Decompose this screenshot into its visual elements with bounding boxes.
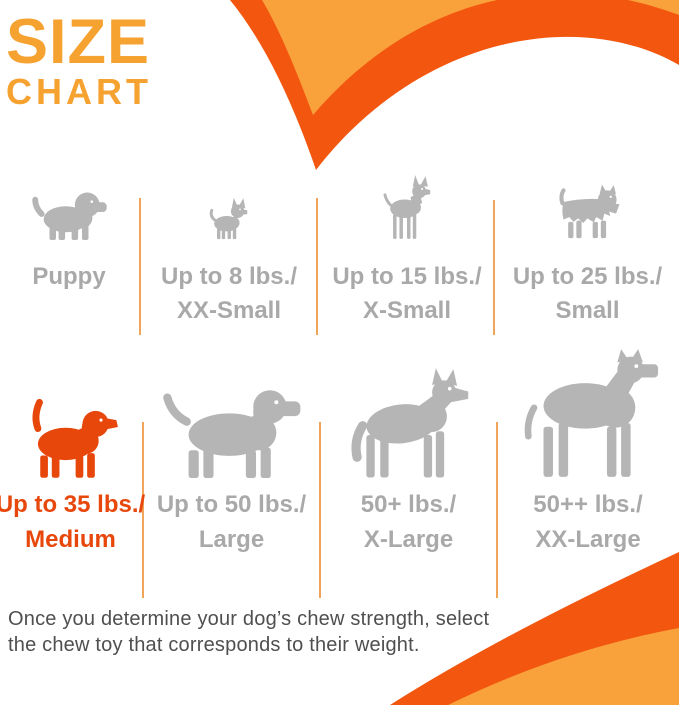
page-title: SIZE CHART	[6, 7, 152, 112]
divider-row2-col1	[142, 422, 144, 598]
size-cell-x-large: 50+ lbs./ X-Large	[320, 340, 497, 557]
footer-line1: Once you determine your dog’s chew stren…	[8, 608, 490, 630]
size-label-line2: Large	[198, 526, 265, 553]
beagle-dog-icon	[32, 398, 118, 478]
size-label-line1: Up to 15 lbs./	[332, 263, 482, 290]
title-line-size: SIZE	[6, 7, 151, 77]
size-label-line2: XX-Large	[535, 526, 641, 553]
size-label-line1: 50+ lbs./	[360, 491, 457, 518]
size-cell-medium-highlighted: Up to 35 lbs./ Medium	[0, 340, 145, 557]
size-cell-xx-small: Up to 8 lbs./ XX-Small	[140, 170, 318, 328]
size-label-line2: XX-Small	[176, 297, 282, 324]
size-label-line1: Up to 25 lbs./	[512, 263, 663, 290]
size-label-line2: X-Small	[362, 297, 451, 324]
size-label-line2: Small	[555, 297, 620, 324]
size-label-line2: X-Large	[363, 526, 454, 553]
size-label-line1: Up to 50 lbs./	[156, 491, 307, 518]
size-label-line2: Medium	[25, 526, 116, 553]
size-cell-x-small: Up to 15 lbs./ X-Small	[318, 170, 496, 328]
terrier-dog-icon	[558, 184, 619, 239]
size-label-line1: Up to 35 lbs./	[0, 491, 146, 518]
footer-instructions: Once you determine your dog’s chew stren…	[8, 606, 489, 658]
size-cell-small: Up to 25 lbs./ Small	[496, 170, 679, 328]
shepherd-dog-icon	[351, 368, 469, 478]
size-label-line1: 50++ lbs./	[533, 491, 643, 518]
size-cell-puppy: Puppy	[0, 170, 138, 294]
footer-line2: the chew toy that corresponds to their w…	[8, 634, 420, 656]
divider-row1-col3	[493, 200, 495, 335]
size-label-line1: Puppy	[32, 263, 106, 290]
divider-row1-col1	[139, 198, 141, 335]
great-dane-dog-icon	[524, 349, 659, 477]
title-line-chart: CHART	[6, 71, 152, 112]
size-cell-large: Up to 50 lbs./ Large	[143, 340, 320, 557]
toy-terrier-dog-icon	[383, 175, 431, 239]
divider-row2-col3	[496, 422, 498, 598]
labrador-dog-icon	[162, 390, 300, 478]
chihuahua-dog-icon	[209, 197, 248, 240]
divider-row2-col2	[319, 422, 321, 598]
size-cell-xx-large: 50++ lbs./ XX-Large	[497, 340, 679, 557]
divider-row1-col2	[316, 198, 318, 335]
puppy-dog-icon	[32, 192, 107, 240]
size-label-line1: Up to 8 lbs./	[160, 263, 297, 290]
